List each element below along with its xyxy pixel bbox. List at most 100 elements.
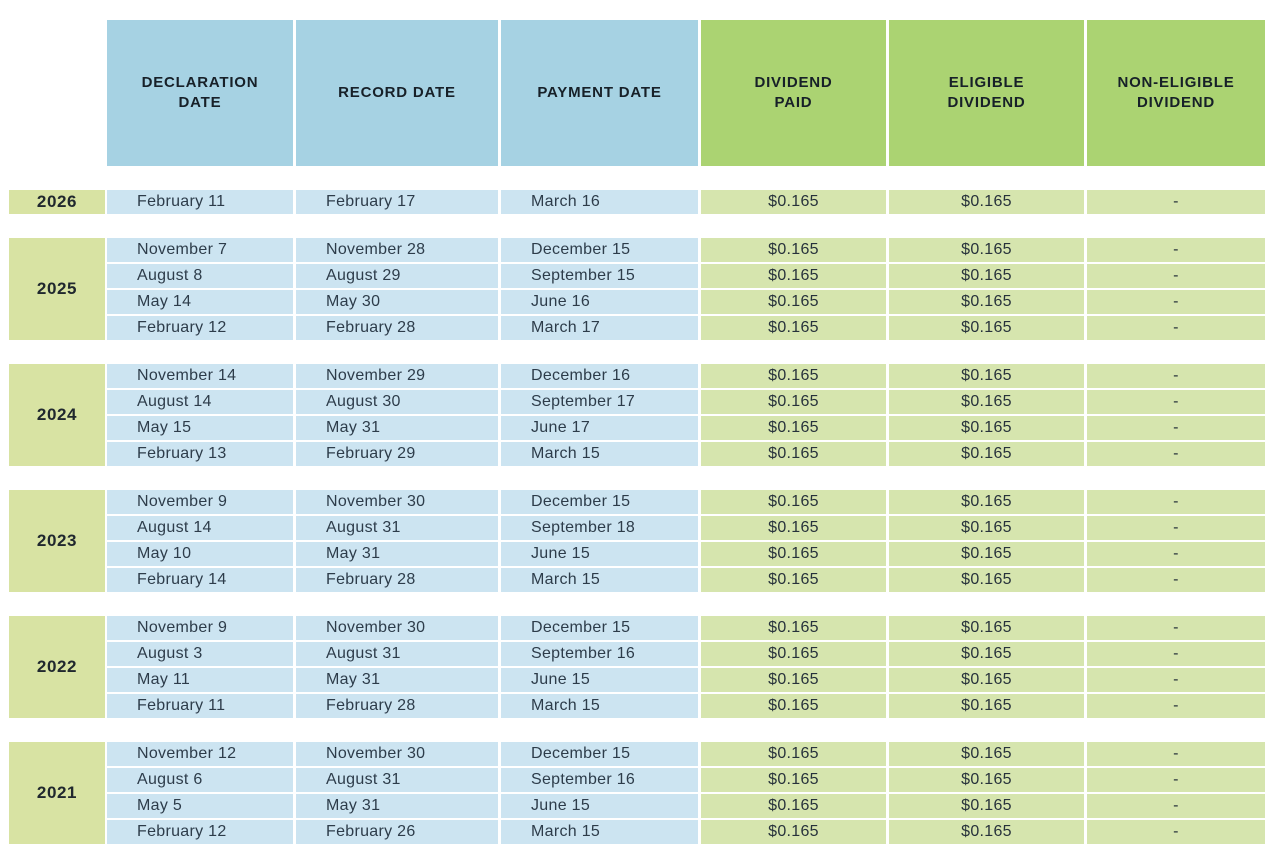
dividend-paid-cell: $0.165 bbox=[701, 742, 886, 766]
dividend-paid-cell: $0.165 bbox=[701, 516, 886, 540]
non-eligible-dividend-cell: - bbox=[1087, 568, 1265, 592]
record-date-cell: August 31 bbox=[296, 516, 498, 540]
payment-date-cell: December 15 bbox=[501, 742, 698, 766]
declaration-date-cell: February 11 bbox=[107, 190, 293, 214]
dividend-paid-cell: $0.165 bbox=[701, 490, 886, 514]
year-section: 2021 November 12 November 30 December 15… bbox=[9, 742, 1280, 844]
payment-date-cell: March 16 bbox=[501, 190, 698, 214]
dividend-paid-cell: $0.165 bbox=[701, 768, 886, 792]
dividend-paid-cell: $0.165 bbox=[701, 316, 886, 340]
year-label: 2021 bbox=[9, 742, 105, 844]
dividend-paid-cell: $0.165 bbox=[701, 568, 886, 592]
eligible-dividend-cell: $0.165 bbox=[889, 490, 1084, 514]
payment-date-cell: September 16 bbox=[501, 642, 698, 666]
year-label: 2023 bbox=[9, 490, 105, 592]
declaration-date-cell: August 8 bbox=[107, 264, 293, 288]
payment-date-cell: December 15 bbox=[501, 616, 698, 640]
eligible-dividend-cell: $0.165 bbox=[889, 316, 1084, 340]
dividend-paid-cell: $0.165 bbox=[701, 668, 886, 692]
eligible-dividend-cell: $0.165 bbox=[889, 794, 1084, 818]
eligible-dividend-cell: $0.165 bbox=[889, 742, 1084, 766]
declaration-date-cell: November 7 bbox=[107, 238, 293, 262]
non-eligible-dividend-cell: - bbox=[1087, 190, 1265, 214]
eligible-dividend-cell: $0.165 bbox=[889, 442, 1084, 466]
header-non-eligible-dividend: NON-ELIGIBLE DIVIDEND bbox=[1087, 20, 1265, 166]
table-row: May 14 May 30 June 16 $0.165 $0.165 - bbox=[107, 290, 1265, 314]
year-rows: November 9 November 30 December 15 $0.16… bbox=[107, 490, 1265, 592]
declaration-date-cell: August 14 bbox=[107, 516, 293, 540]
declaration-date-cell: February 13 bbox=[107, 442, 293, 466]
record-date-cell: May 30 bbox=[296, 290, 498, 314]
dividend-paid-cell: $0.165 bbox=[701, 820, 886, 844]
non-eligible-dividend-cell: - bbox=[1087, 694, 1265, 718]
payment-date-cell: September 18 bbox=[501, 516, 698, 540]
dividend-paid-cell: $0.165 bbox=[701, 416, 886, 440]
record-date-cell: February 28 bbox=[296, 316, 498, 340]
dividend-paid-cell: $0.165 bbox=[701, 238, 886, 262]
payment-date-cell: December 15 bbox=[501, 238, 698, 262]
declaration-date-cell: February 11 bbox=[107, 694, 293, 718]
payment-date-cell: June 15 bbox=[501, 542, 698, 566]
non-eligible-dividend-cell: - bbox=[1087, 794, 1265, 818]
eligible-dividend-cell: $0.165 bbox=[889, 390, 1084, 414]
record-date-cell: August 31 bbox=[296, 768, 498, 792]
header-payment-date: PAYMENT DATE bbox=[501, 20, 698, 166]
non-eligible-dividend-cell: - bbox=[1087, 442, 1265, 466]
record-date-cell: November 29 bbox=[296, 364, 498, 388]
dividend-paid-cell: $0.165 bbox=[701, 794, 886, 818]
header-dividend-paid: DIVIDEND PAID bbox=[701, 20, 886, 166]
record-date-cell: November 28 bbox=[296, 238, 498, 262]
table-row: August 14 August 31 September 18 $0.165 … bbox=[107, 516, 1265, 540]
non-eligible-dividend-cell: - bbox=[1087, 316, 1265, 340]
eligible-dividend-cell: $0.165 bbox=[889, 768, 1084, 792]
year-rows: February 11 February 17 March 16 $0.165 … bbox=[107, 190, 1265, 214]
year-section: 2026 February 11 February 17 March 16 $0… bbox=[9, 190, 1280, 214]
year-rows: November 12 November 30 December 15 $0.1… bbox=[107, 742, 1265, 844]
year-section: 2024 November 14 November 29 December 16… bbox=[9, 364, 1280, 466]
payment-date-cell: December 15 bbox=[501, 490, 698, 514]
table-row: August 6 August 31 September 16 $0.165 $… bbox=[107, 768, 1265, 792]
record-date-cell: May 31 bbox=[296, 416, 498, 440]
non-eligible-dividend-cell: - bbox=[1087, 542, 1265, 566]
record-date-cell: November 30 bbox=[296, 490, 498, 514]
payment-date-cell: December 16 bbox=[501, 364, 698, 388]
payment-date-cell: June 17 bbox=[501, 416, 698, 440]
eligible-dividend-cell: $0.165 bbox=[889, 820, 1084, 844]
table-row: February 13 February 29 March 15 $0.165 … bbox=[107, 442, 1265, 466]
payment-date-cell: September 17 bbox=[501, 390, 698, 414]
table-row: August 3 August 31 September 16 $0.165 $… bbox=[107, 642, 1265, 666]
year-rows: November 14 November 29 December 16 $0.1… bbox=[107, 364, 1265, 466]
table-row: May 11 May 31 June 15 $0.165 $0.165 - bbox=[107, 668, 1265, 692]
payment-date-cell: June 15 bbox=[501, 794, 698, 818]
non-eligible-dividend-cell: - bbox=[1087, 416, 1265, 440]
non-eligible-dividend-cell: - bbox=[1087, 490, 1265, 514]
table-row: February 12 February 28 March 17 $0.165 … bbox=[107, 316, 1265, 340]
eligible-dividend-cell: $0.165 bbox=[889, 642, 1084, 666]
declaration-date-cell: August 3 bbox=[107, 642, 293, 666]
record-date-cell: February 26 bbox=[296, 820, 498, 844]
non-eligible-dividend-cell: - bbox=[1087, 642, 1265, 666]
table-row: November 12 November 30 December 15 $0.1… bbox=[107, 742, 1265, 766]
table-row: February 11 February 28 March 15 $0.165 … bbox=[107, 694, 1265, 718]
record-date-cell: May 31 bbox=[296, 794, 498, 818]
non-eligible-dividend-cell: - bbox=[1087, 616, 1265, 640]
eligible-dividend-cell: $0.165 bbox=[889, 264, 1084, 288]
dividend-paid-cell: $0.165 bbox=[701, 290, 886, 314]
header-eligible-dividend: ELIGIBLE DIVIDEND bbox=[889, 20, 1084, 166]
record-date-cell: November 30 bbox=[296, 616, 498, 640]
payment-date-cell: March 15 bbox=[501, 694, 698, 718]
payment-date-cell: March 15 bbox=[501, 442, 698, 466]
table-row: November 9 November 30 December 15 $0.16… bbox=[107, 616, 1265, 640]
eligible-dividend-cell: $0.165 bbox=[889, 694, 1084, 718]
declaration-date-cell: May 14 bbox=[107, 290, 293, 314]
table-row: August 8 August 29 September 15 $0.165 $… bbox=[107, 264, 1265, 288]
table-body: 2026 February 11 February 17 March 16 $0… bbox=[0, 190, 1280, 844]
eligible-dividend-cell: $0.165 bbox=[889, 616, 1084, 640]
header-declaration-date: DECLARATION DATE bbox=[107, 20, 293, 166]
dividend-paid-cell: $0.165 bbox=[701, 542, 886, 566]
year-rows: November 9 November 30 December 15 $0.16… bbox=[107, 616, 1265, 718]
table-header: DECLARATION DATE RECORD DATE PAYMENT DAT… bbox=[107, 20, 1280, 166]
table-row: November 9 November 30 December 15 $0.16… bbox=[107, 490, 1265, 514]
payment-date-cell: September 16 bbox=[501, 768, 698, 792]
